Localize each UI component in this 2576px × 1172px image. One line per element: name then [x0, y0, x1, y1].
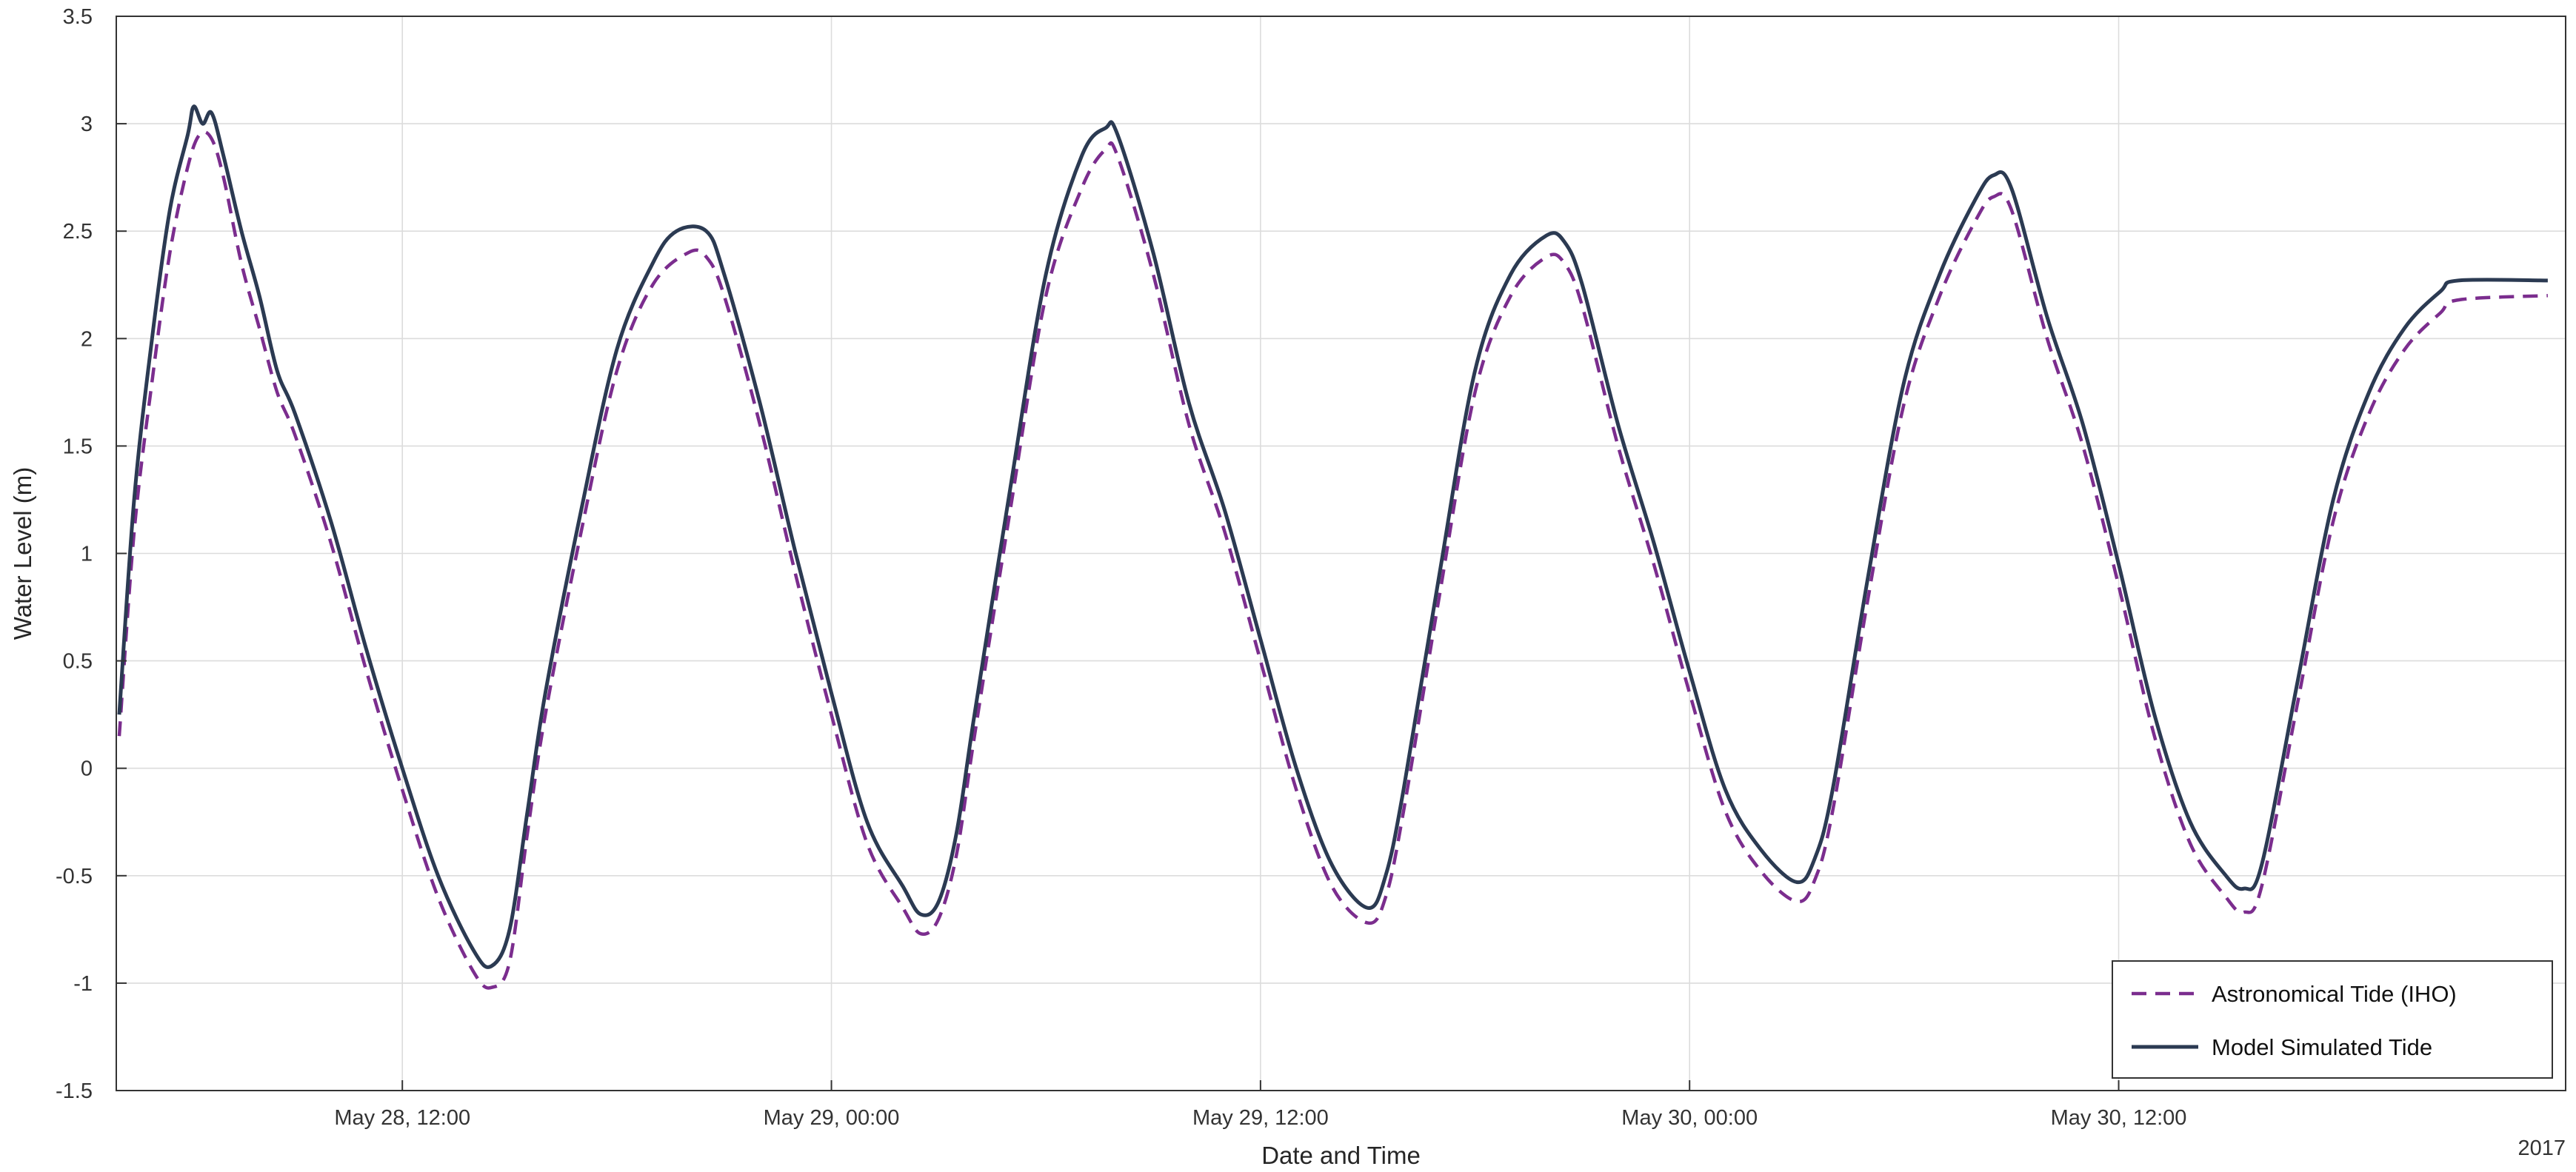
x-tick-label: May 29, 12:00 [1192, 1106, 1329, 1130]
legend-label-model-simulated-tide: Model Simulated Tide [2212, 1034, 2432, 1060]
x-axis-label: Date and Time [1261, 1142, 1421, 1169]
y-tick-label: 2.5 [63, 220, 93, 244]
year-label: 2017 [2517, 1136, 2566, 1160]
x-tick-label: May 28, 12:00 [334, 1106, 470, 1130]
x-tick-label: May 29, 00:00 [764, 1106, 900, 1130]
y-tick-label: 0 [81, 757, 93, 781]
y-tick-labels: -1.5 -1 -0.5 0 0.5 1 1.5 2 2.5 3 3.5 [56, 5, 93, 1103]
x-tick-labels: May 28, 12:00 May 29, 00:00 May 29, 12:00 M… [334, 1106, 2186, 1130]
y-tick-label: 1 [81, 543, 93, 566]
y-tick-label: 3 [81, 113, 93, 136]
legend-label-astronomical-tide: Astronomical Tide (IHO) [2212, 981, 2457, 1007]
data-series [117, 104, 2548, 990]
x-tick-label: May 30, 00:00 [1621, 1106, 1758, 1130]
series-line-astronomical-tide [117, 130, 2548, 990]
y-axis-label: Water Level (m) [9, 467, 36, 640]
y-tick-label: 0.5 [63, 650, 93, 674]
y-tick-label: 2 [81, 327, 93, 351]
tick-marks [116, 16, 2120, 1091]
y-tick-label: -1.5 [56, 1079, 93, 1103]
series-line-model-simulated-tide [117, 104, 2548, 969]
x-tick-label: May 30, 12:00 [2051, 1106, 2187, 1130]
legend-box [2112, 960, 2553, 1079]
y-tick-label: 1.5 [63, 435, 93, 458]
y-tick-label: -1 [73, 972, 93, 996]
y-tick-label: -0.5 [56, 865, 93, 888]
y-tick-label: 3.5 [63, 5, 93, 29]
legend: Astronomical Tide (IHO) Model Simulated … [2112, 960, 2553, 1079]
